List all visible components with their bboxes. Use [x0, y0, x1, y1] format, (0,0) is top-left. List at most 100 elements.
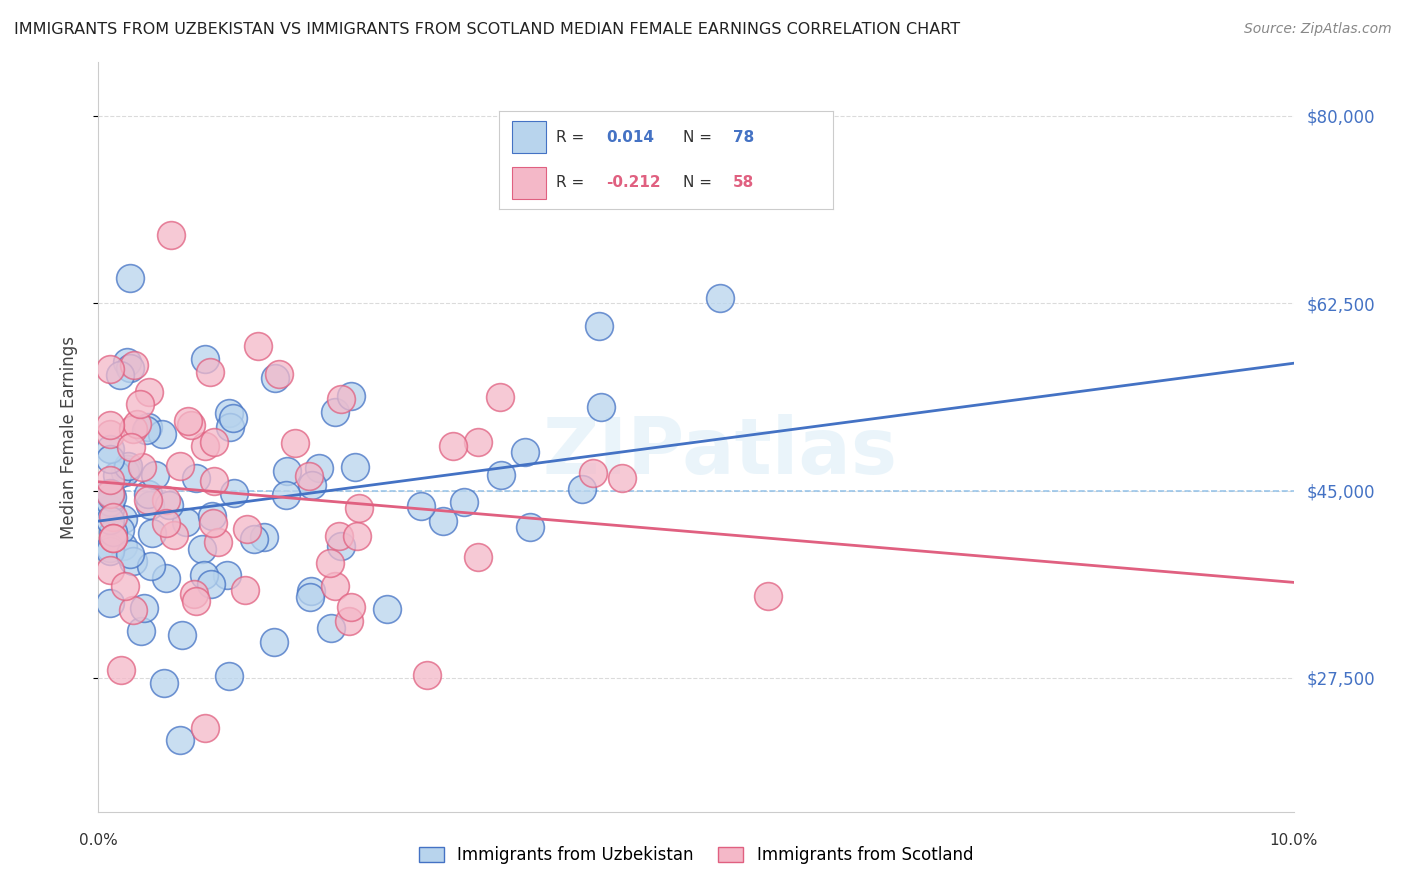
Immigrants from Uzbekistan — [139, 558, 162, 573]
Immigrants from Scotland — [169, 459, 191, 474]
Immigrants from Scotland — [129, 397, 152, 411]
Immigrants from Scotland — [323, 579, 346, 593]
Immigrants from Uzbekistan — [191, 541, 214, 556]
Immigrants from Scotland — [101, 509, 124, 524]
Legend: Immigrants from Uzbekistan, Immigrants from Scotland: Immigrants from Uzbekistan, Immigrants f… — [412, 839, 980, 871]
Immigrants from Uzbekistan — [243, 533, 266, 547]
Immigrants from Uzbekistan — [299, 583, 322, 598]
Immigrants from Scotland — [202, 474, 225, 488]
Immigrants from Scotland — [415, 667, 437, 681]
Immigrants from Uzbekistan — [319, 621, 342, 635]
Immigrants from Scotland — [298, 469, 321, 483]
Text: 0.0%: 0.0% — [79, 833, 118, 848]
Immigrants from Scotland — [98, 563, 122, 577]
Immigrants from Uzbekistan — [141, 526, 163, 541]
Immigrants from Uzbekistan — [186, 471, 208, 485]
Immigrants from Uzbekistan — [98, 486, 122, 500]
Y-axis label: Median Female Earnings: Median Female Earnings — [59, 335, 77, 539]
Immigrants from Scotland — [125, 417, 148, 431]
Immigrants from Uzbekistan — [432, 514, 454, 528]
Immigrants from Scotland — [267, 367, 290, 381]
Immigrants from Scotland — [186, 594, 208, 608]
Immigrants from Scotland — [582, 466, 605, 480]
Immigrants from Uzbekistan — [219, 420, 242, 434]
Immigrants from Uzbekistan — [169, 733, 191, 747]
Immigrants from Scotland — [180, 418, 202, 433]
Immigrants from Scotland — [467, 549, 489, 564]
Immigrants from Scotland — [121, 602, 143, 616]
Text: ZIPatlas: ZIPatlas — [543, 414, 897, 490]
Immigrants from Uzbekistan — [136, 420, 159, 434]
Immigrants from Scotland — [121, 422, 143, 436]
Immigrants from Scotland — [467, 435, 489, 450]
Immigrants from Uzbekistan — [194, 352, 217, 367]
Immigrants from Uzbekistan — [340, 389, 363, 403]
Immigrants from Uzbekistan — [98, 495, 122, 509]
Immigrants from Scotland — [124, 358, 146, 372]
Immigrants from Scotland — [110, 663, 132, 677]
Immigrants from Scotland — [177, 414, 200, 428]
Immigrants from Uzbekistan — [329, 539, 352, 553]
Immigrants from Uzbekistan — [217, 568, 239, 582]
Immigrants from Scotland — [610, 471, 633, 485]
Immigrants from Scotland — [101, 531, 124, 545]
Immigrants from Uzbekistan — [489, 468, 512, 483]
Immigrants from Scotland — [347, 500, 370, 515]
Immigrants from Uzbekistan — [98, 596, 122, 610]
Immigrants from Scotland — [98, 417, 122, 432]
Immigrants from Uzbekistan — [375, 601, 398, 615]
Immigrants from Uzbekistan — [98, 502, 122, 516]
Immigrants from Uzbekistan — [135, 423, 157, 437]
Immigrants from Uzbekistan — [115, 462, 138, 476]
Immigrants from Uzbekistan — [224, 486, 246, 500]
Immigrants from Scotland — [98, 427, 122, 442]
Immigrants from Scotland — [136, 493, 159, 508]
Immigrants from Uzbekistan — [98, 452, 122, 467]
Immigrants from Uzbekistan — [98, 442, 122, 456]
Immigrants from Uzbekistan — [200, 577, 222, 591]
Immigrants from Uzbekistan — [301, 477, 323, 491]
Text: IMMIGRANTS FROM UZBEKISTAN VS IMMIGRANTS FROM SCOTLAND MEDIAN FEMALE EARNINGS CO: IMMIGRANTS FROM UZBEKISTAN VS IMMIGRANTS… — [14, 22, 960, 37]
Immigrants from Scotland — [155, 492, 177, 507]
Immigrants from Uzbekistan — [131, 624, 153, 638]
Immigrants from Scotland — [284, 435, 307, 450]
Immigrants from Scotland — [489, 390, 512, 404]
Immigrants from Scotland — [194, 439, 217, 453]
Immigrants from Uzbekistan — [118, 271, 141, 285]
Immigrants from Uzbekistan — [193, 567, 215, 582]
Immigrants from Scotland — [247, 339, 270, 353]
Immigrants from Scotland — [98, 473, 122, 487]
Immigrants from Scotland — [330, 392, 353, 407]
Immigrants from Scotland — [114, 579, 136, 593]
Immigrants from Uzbekistan — [276, 464, 298, 478]
Immigrants from Uzbekistan — [343, 460, 366, 475]
Immigrants from Scotland — [236, 522, 259, 536]
Immigrants from Uzbekistan — [571, 483, 593, 497]
Immigrants from Scotland — [131, 459, 153, 474]
Immigrants from Uzbekistan — [98, 543, 122, 558]
Immigrants from Uzbekistan — [98, 513, 122, 527]
Immigrants from Uzbekistan — [589, 400, 612, 414]
Immigrants from Uzbekistan — [170, 628, 193, 642]
Immigrants from Uzbekistan — [519, 520, 541, 534]
Immigrants from Uzbekistan — [513, 445, 536, 459]
Immigrants from Uzbekistan — [155, 571, 177, 585]
Immigrants from Uzbekistan — [108, 368, 131, 382]
Immigrants from Scotland — [441, 439, 464, 453]
Immigrants from Uzbekistan — [253, 530, 276, 544]
Immigrants from Uzbekistan — [274, 487, 297, 501]
Immigrants from Uzbekistan — [201, 509, 224, 524]
Immigrants from Scotland — [337, 614, 360, 628]
Text: Source: ZipAtlas.com: Source: ZipAtlas.com — [1244, 22, 1392, 37]
Immigrants from Uzbekistan — [588, 319, 610, 334]
Immigrants from Scotland — [163, 527, 186, 541]
Immigrants from Scotland — [183, 587, 205, 601]
Immigrants from Uzbekistan — [411, 500, 433, 514]
Immigrants from Uzbekistan — [105, 468, 128, 483]
Immigrants from Uzbekistan — [264, 370, 287, 384]
Immigrants from Uzbekistan — [174, 515, 197, 529]
Immigrants from Scotland — [200, 365, 222, 379]
Immigrants from Scotland — [346, 529, 368, 543]
Immigrants from Uzbekistan — [150, 426, 173, 441]
Immigrants from Scotland — [202, 435, 225, 450]
